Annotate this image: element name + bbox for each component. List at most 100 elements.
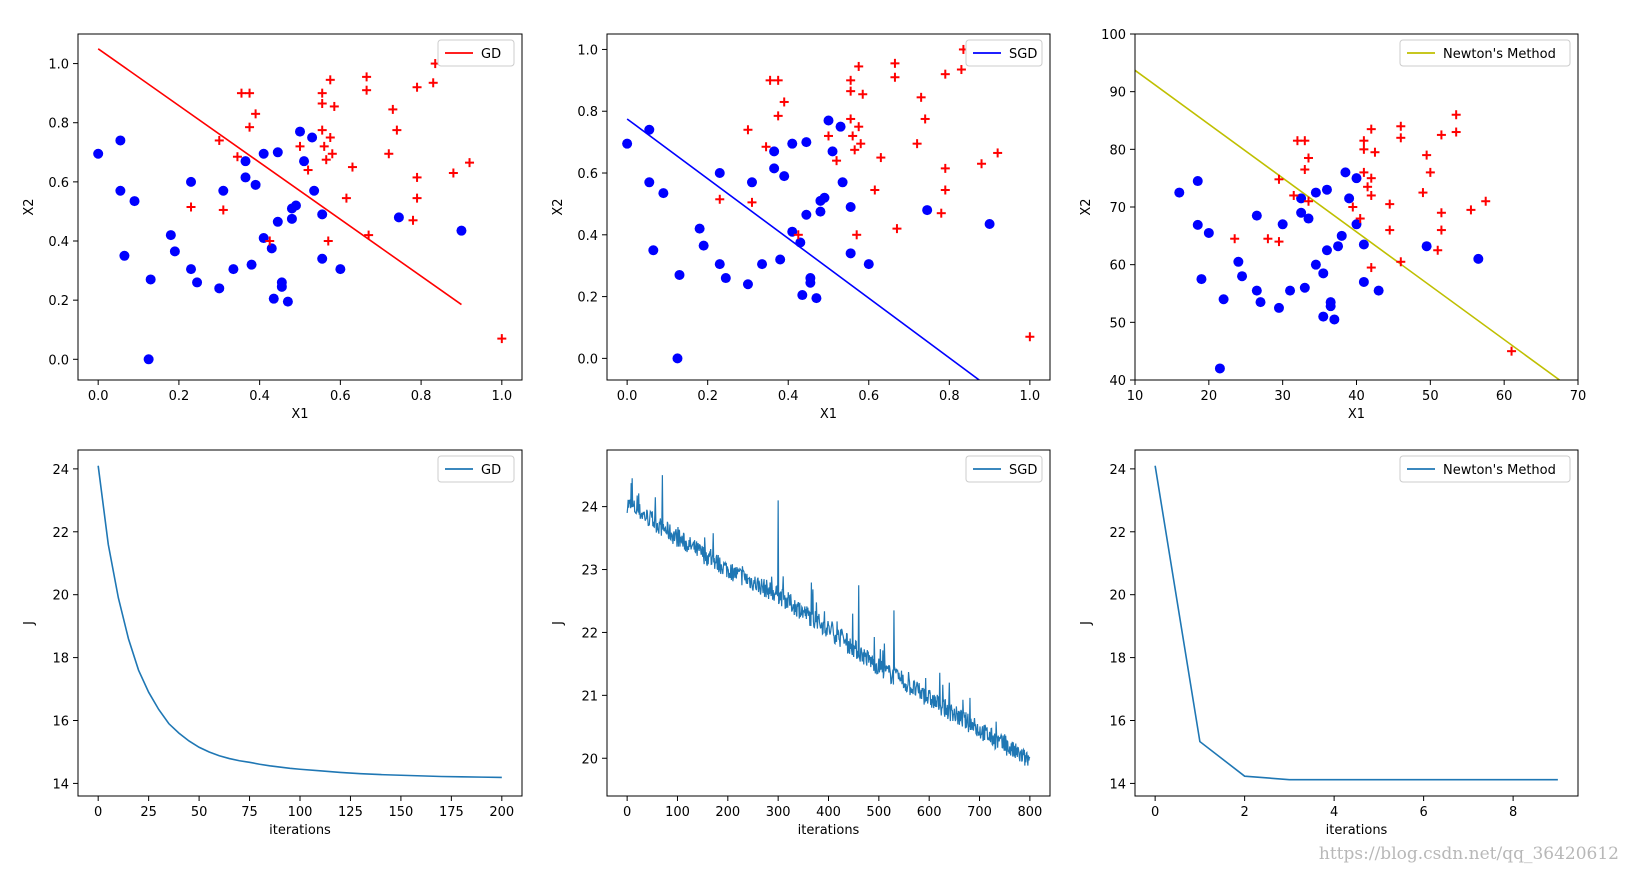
y-tick-label: 18 [52, 652, 69, 667]
data-point [746, 177, 757, 188]
data-point [1336, 230, 1347, 241]
y-tick-label: 0.0 [577, 352, 598, 367]
data-point [408, 215, 418, 225]
data-point [848, 131, 858, 141]
data-point [258, 148, 269, 159]
data-point [1451, 110, 1461, 120]
y-tick-label: 0.6 [48, 176, 69, 191]
legend-label: Newton's Method [1443, 47, 1556, 62]
x-tick-label: 20 [1201, 389, 1218, 404]
data-point [246, 259, 257, 270]
x-tick-label: 0.6 [330, 389, 351, 404]
y-tick-label: 20 [581, 752, 598, 767]
x-tick-label: 0.2 [697, 389, 718, 404]
data-point [912, 139, 922, 149]
data-point [890, 72, 900, 82]
data-point [341, 193, 351, 203]
y-tick-label: 20 [1109, 589, 1126, 604]
data-point [1296, 193, 1307, 204]
x-tick-label: 700 [967, 805, 992, 820]
data-point [1451, 127, 1461, 137]
data-point [309, 185, 320, 196]
data-point [214, 283, 225, 294]
data-point [169, 246, 180, 257]
data-point [276, 281, 287, 292]
data-point [1340, 167, 1351, 178]
data-point [1396, 121, 1406, 131]
data-point [779, 171, 790, 182]
y-tick-label: 60 [1109, 259, 1126, 274]
x-axis-label: iterations [1326, 823, 1388, 838]
y-axis-label: X2 [551, 198, 566, 215]
x-tick-label: 0.2 [169, 389, 190, 404]
data-point [773, 75, 783, 85]
data-point [1358, 239, 1369, 250]
data-point [940, 69, 950, 79]
data-point [186, 264, 197, 275]
x-tick-label: 100 [288, 805, 313, 820]
x-tick-label: 125 [338, 805, 363, 820]
legend: GD [437, 455, 515, 483]
x-axis-label: X1 [820, 407, 837, 422]
data-point [129, 196, 140, 207]
data-point [644, 177, 655, 188]
data-point [392, 125, 402, 135]
x-axis-label: iterations [798, 823, 860, 838]
y-tick-label: 1.0 [577, 43, 598, 58]
data-point [823, 115, 834, 126]
x-tick-label: 150 [388, 805, 413, 820]
data-point [1359, 136, 1369, 146]
legend-label: GD [481, 47, 501, 62]
data-point [876, 153, 886, 163]
data-point [1274, 174, 1284, 184]
data-point [1321, 245, 1332, 256]
data-point [769, 146, 780, 157]
data-point [412, 172, 422, 182]
plot-area [1154, 465, 1558, 781]
x-tick-label: 25 [140, 805, 157, 820]
data-point [317, 209, 328, 220]
x-tick-label: 0.0 [617, 389, 638, 404]
data-point [1203, 227, 1214, 238]
y-tick-label: 0.8 [48, 117, 69, 132]
x-tick-label: 70 [1570, 389, 1587, 404]
data-point [858, 89, 868, 99]
data-point [779, 97, 789, 107]
chart-panel: 0.0 0.2 0.4 0.6 0.8 1.0 0.0 0.2 0.4 0.6 0.8 1.0 X1 X2… [551, 33, 1051, 422]
data-point [832, 156, 842, 166]
data-point [325, 133, 335, 143]
legend-box [1399, 455, 1571, 483]
data-point [1418, 188, 1428, 198]
data-point [321, 155, 331, 165]
fit-line [97, 48, 462, 306]
data-point [801, 137, 812, 148]
data-point [323, 236, 333, 246]
data-point [1304, 196, 1314, 206]
data-point [1358, 276, 1369, 287]
data-point [245, 88, 255, 98]
x-tick-label: 200 [715, 805, 740, 820]
y-tick-label: 24 [1109, 463, 1126, 478]
data-point [327, 149, 337, 159]
x-tick-label: 75 [241, 805, 258, 820]
data-point [1296, 207, 1307, 218]
data-point [1300, 165, 1310, 175]
x-tick-label: 0.6 [858, 389, 879, 404]
data-point [801, 209, 812, 220]
data-point [837, 177, 848, 188]
data-point [1318, 311, 1329, 322]
y-tick-label: 0.6 [577, 167, 598, 182]
y-tick-label: 24 [52, 463, 69, 478]
data-point [761, 142, 771, 152]
data-point [922, 205, 933, 216]
x-tick-label: 6 [1419, 805, 1427, 820]
legend-label: SGD [1009, 47, 1037, 62]
data-point [1366, 190, 1376, 200]
data-point [1233, 256, 1244, 267]
data-point [456, 225, 467, 236]
x-tick-label: 0.8 [939, 389, 960, 404]
data-point [846, 86, 856, 96]
x-tick-label: 800 [1017, 805, 1042, 820]
data-point [265, 236, 275, 246]
